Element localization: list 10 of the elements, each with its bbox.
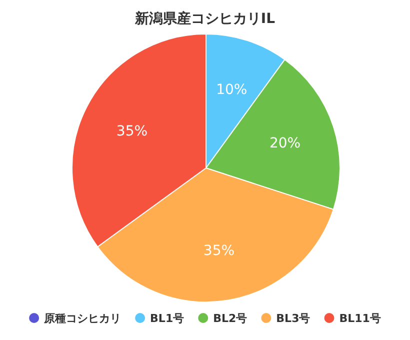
legend-label: BL1号: [150, 312, 184, 325]
data-label: 20%: [269, 135, 301, 152]
data-label: 35%: [116, 123, 148, 140]
legend-label: 原種コシヒカリ: [43, 312, 122, 325]
legend-label: BL3号: [276, 312, 310, 325]
data-label: 35%: [203, 243, 235, 260]
data-label: 10%: [216, 82, 248, 98]
legend-label: BL2号: [213, 312, 248, 325]
legend-label: BL11号: [339, 312, 381, 325]
chart-title: 新潟県産コシヒカリIL: [134, 10, 276, 27]
